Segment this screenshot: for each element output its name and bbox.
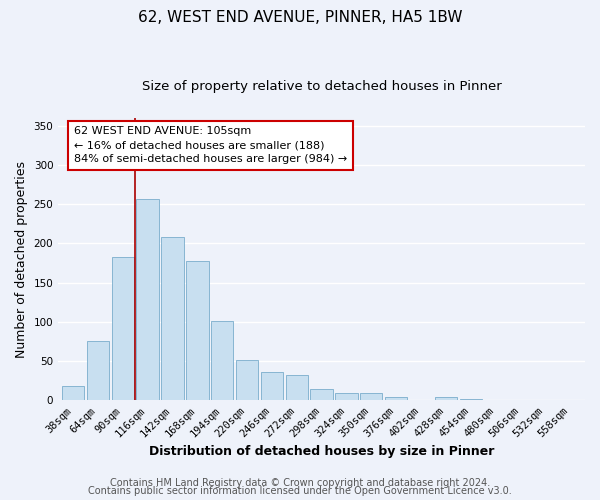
Text: Contains HM Land Registry data © Crown copyright and database right 2024.: Contains HM Land Registry data © Crown c… [110,478,490,488]
Bar [460,399,482,400]
Bar [434,398,457,400]
Bar [385,396,407,400]
Text: 62, WEST END AVENUE, PINNER, HA5 1BW: 62, WEST END AVENUE, PINNER, HA5 1BW [138,10,462,25]
Text: Contains public sector information licensed under the Open Government Licence v3: Contains public sector information licen… [88,486,512,496]
Bar [186,260,209,400]
Text: 62 WEST END AVENUE: 105sqm
← 16% of detached houses are smaller (188)
84% of sem: 62 WEST END AVENUE: 105sqm ← 16% of deta… [74,126,347,164]
Bar [112,257,134,400]
Bar [211,321,233,400]
Bar [360,392,382,400]
Bar [62,386,84,400]
Bar [161,237,184,400]
Y-axis label: Number of detached properties: Number of detached properties [15,160,28,358]
Bar [310,388,333,400]
Title: Size of property relative to detached houses in Pinner: Size of property relative to detached ho… [142,80,502,93]
Bar [260,372,283,400]
X-axis label: Distribution of detached houses by size in Pinner: Distribution of detached houses by size … [149,444,494,458]
Bar [236,360,258,401]
Bar [286,376,308,400]
Bar [335,392,358,400]
Bar [136,198,159,400]
Bar [87,341,109,400]
